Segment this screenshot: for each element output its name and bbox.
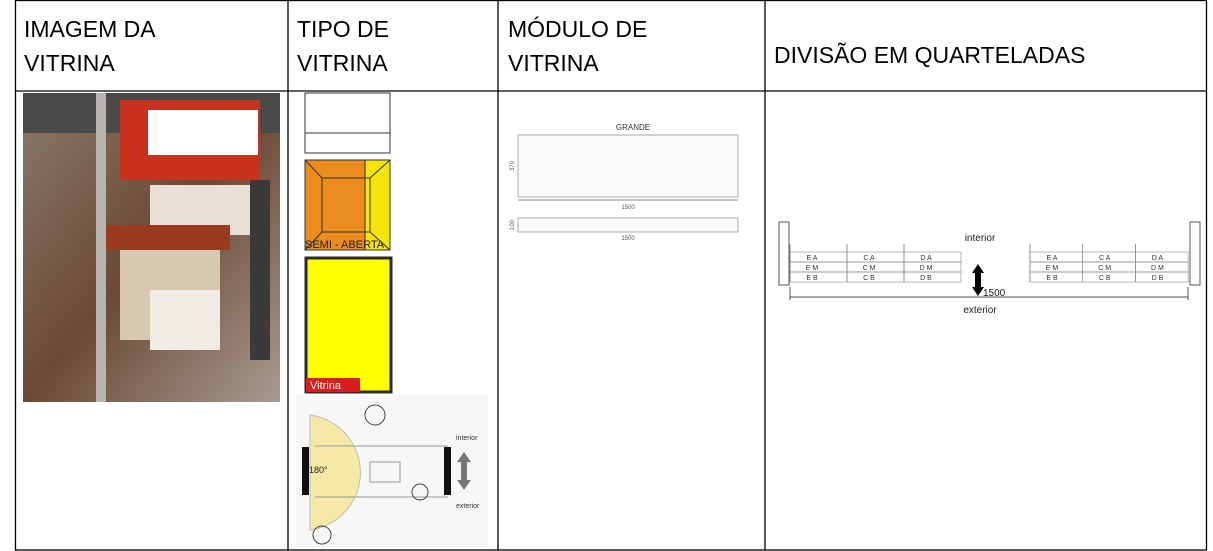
quartelada-label: C M <box>1098 265 1111 272</box>
quartelada-label: D M <box>1151 265 1164 272</box>
large-height: 370 <box>510 160 516 171</box>
quartelada-label: C B <box>1099 275 1111 282</box>
quartelada-label: E B <box>1046 275 1058 282</box>
quartelada-label: D B <box>1152 275 1164 282</box>
module-title: GRANDE <box>616 123 650 132</box>
depth-arrow <box>972 264 984 296</box>
quartelada-label: D A <box>920 255 932 262</box>
table-borders <box>14 0 1208 551</box>
window-tag <box>306 378 360 392</box>
semi-open-diagram <box>304 92 391 251</box>
header-cell: MÓDULO DE VITRINA <box>508 16 648 76</box>
quartelada-label: D M <box>920 265 933 272</box>
quartelada-label: C M <box>863 265 876 272</box>
vitrine-photo <box>23 93 280 402</box>
small-width: 1500 <box>621 236 635 242</box>
quartelada-label: D B <box>920 275 932 282</box>
interior-label: interior <box>456 435 478 442</box>
quartelada-label: C A <box>1099 255 1111 262</box>
quartelada-label: E A <box>807 255 818 262</box>
small-height: 100 <box>510 219 516 230</box>
quartelada-label: E M <box>806 265 819 272</box>
large-module <box>517 134 739 198</box>
exterior-label: exterior <box>456 503 480 510</box>
plan-interior: interior <box>965 233 996 244</box>
type-label: SEMI - ABERTA <box>305 239 385 251</box>
view-diagram <box>296 395 488 548</box>
header-cell: IMAGEM DA VITRINA <box>24 16 155 76</box>
quartelada-label: C A <box>863 255 875 262</box>
large-width: 1500 <box>621 205 635 211</box>
window-block <box>304 256 393 394</box>
small-module <box>517 217 739 233</box>
window-label: Vitrina <box>310 380 342 392</box>
quartelada-label: C B <box>863 275 875 282</box>
quartelada-label: E B <box>806 275 818 282</box>
angle-label: 180° <box>309 465 328 475</box>
plan-view <box>778 221 1201 300</box>
plan-exterior: exterior <box>963 305 997 316</box>
header-cell: TIPO DE VITRINA <box>297 16 390 76</box>
quartelada-label: D A <box>1152 255 1164 262</box>
header-cell: DIVISÃO EM QUARTELADAS <box>774 42 1086 68</box>
quartelada-label: E M <box>1046 265 1059 272</box>
quartelada-label: E A <box>1047 255 1058 262</box>
plan-depth: 1500 <box>983 288 1006 299</box>
